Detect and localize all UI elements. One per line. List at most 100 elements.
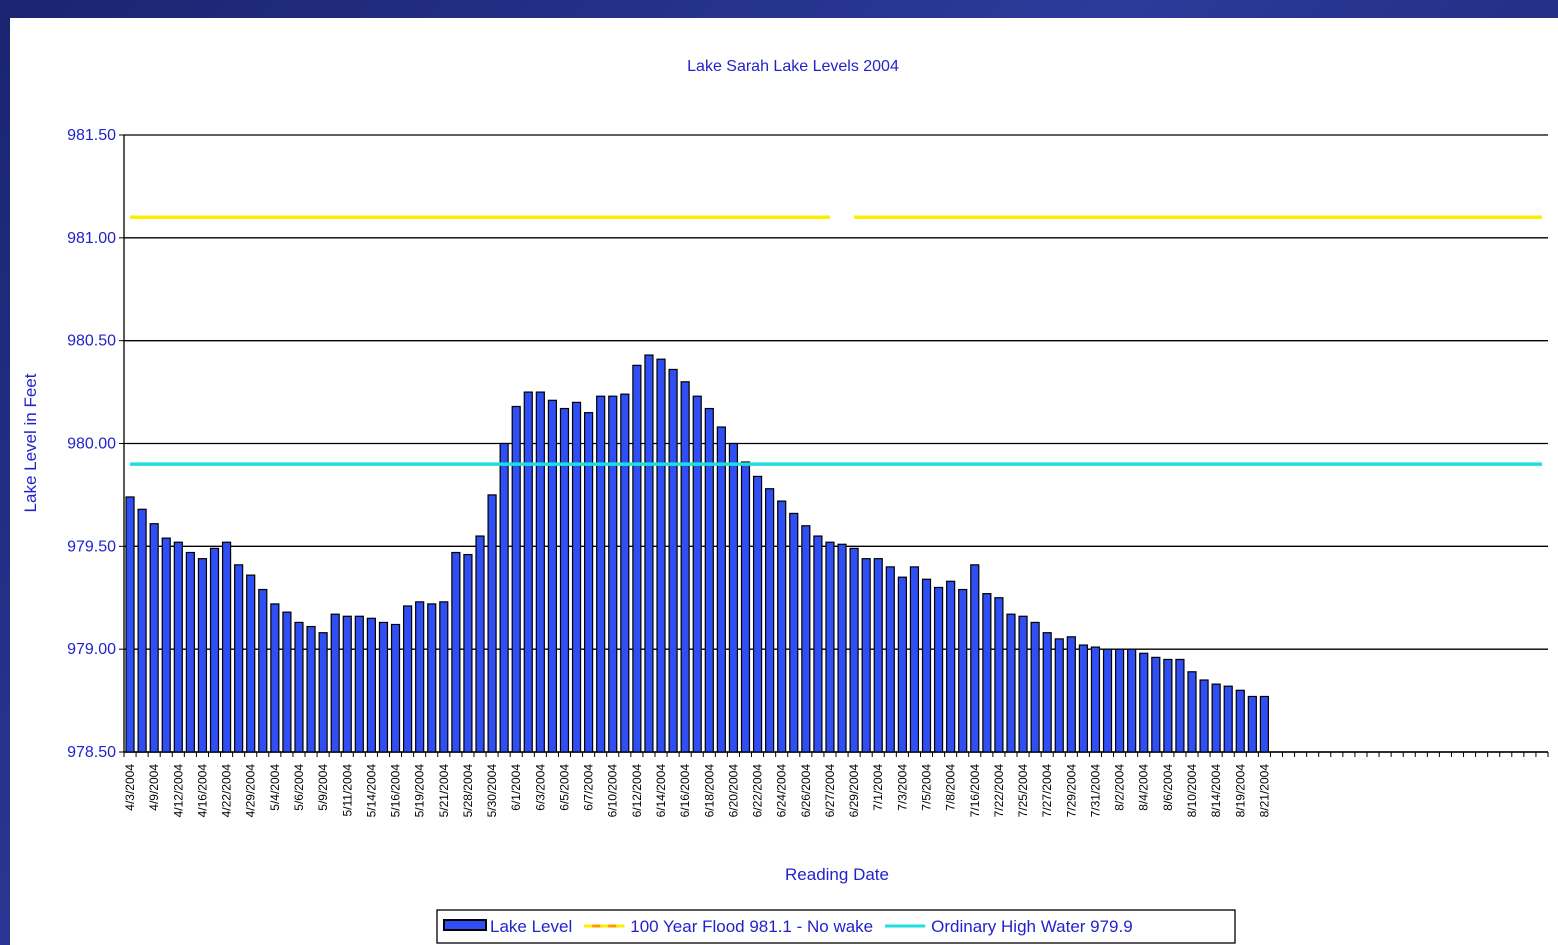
bar: [656, 358, 666, 753]
bar: [499, 442, 509, 753]
bar: [197, 558, 208, 753]
bar: [668, 368, 678, 753]
bar: [439, 601, 449, 753]
bar: [173, 541, 183, 753]
x-tick-label: 5/14/2004: [364, 764, 378, 818]
bar: [559, 407, 570, 753]
bar: [813, 535, 823, 753]
bar: [1042, 632, 1052, 753]
bar: [958, 588, 968, 753]
bar: [1006, 613, 1016, 753]
bar: [1199, 679, 1209, 753]
x-tick-label: 6/20/2004: [726, 764, 740, 818]
y-tick-label: 979.00: [67, 641, 116, 658]
bar: [1030, 621, 1040, 753]
bar: [946, 580, 956, 753]
bar: [246, 574, 256, 753]
bar: [1187, 671, 1197, 753]
x-tick-label: 5/30/2004: [485, 764, 499, 818]
bar: [185, 551, 195, 753]
x-tick-label: 4/22/2004: [220, 764, 234, 818]
x-tick-label: 6/5/2004: [557, 764, 571, 811]
y-tick-label: 980.50: [67, 333, 116, 350]
bar: [801, 525, 811, 753]
bar: [1151, 656, 1161, 753]
bar: [535, 391, 545, 753]
x-tick-label: 6/1/2004: [509, 764, 523, 811]
x-tick-label: 7/1/2004: [871, 764, 885, 811]
bar: [740, 461, 751, 753]
bar: [415, 601, 425, 753]
bar: [547, 399, 558, 753]
x-tick-label: 7/8/2004: [944, 764, 958, 811]
x-tick-label: 5/4/2004: [268, 764, 282, 811]
bar: [1054, 638, 1064, 753]
x-tick-label: 7/22/2004: [992, 764, 1006, 818]
x-tick-label: 6/26/2004: [799, 764, 813, 818]
bar: [873, 558, 883, 753]
bar: [390, 623, 401, 753]
bar: [571, 401, 582, 753]
legend: Lake Level 100 Year Flood 981.1 - No wake…: [436, 909, 1236, 944]
bar: [330, 613, 340, 753]
bar: [258, 588, 268, 753]
x-tick-label: 4/9/2004: [147, 764, 161, 811]
x-tick-label: 7/27/2004: [1040, 764, 1054, 818]
x-tick-label: 8/6/2004: [1161, 764, 1175, 811]
x-tick-label: 4/12/2004: [171, 764, 185, 818]
bar: [463, 553, 473, 753]
x-tick-label: 8/19/2004: [1233, 764, 1247, 818]
bar: [1211, 683, 1221, 753]
x-tick-label: 6/14/2004: [654, 764, 668, 818]
x-tick-label: 8/4/2004: [1137, 764, 1151, 811]
x-tick-label: 6/7/2004: [582, 764, 596, 811]
y-tick-label: 981.50: [67, 127, 116, 144]
y-tick-label: 979.50: [67, 538, 116, 555]
bar: [1102, 648, 1113, 753]
legend-label: 100 Year Flood 981.1 - No wake: [630, 917, 873, 936]
bar: [1235, 689, 1245, 753]
bar: [596, 395, 606, 753]
y-axis-title: Lake Level in Feet: [21, 373, 40, 512]
bar: [632, 364, 642, 753]
bar: [511, 405, 521, 753]
bar: [885, 566, 895, 753]
bar: [861, 558, 871, 753]
x-tick-label: 4/3/2004: [123, 764, 137, 811]
bar: [1247, 695, 1257, 753]
bar: [234, 564, 244, 753]
legend-swatch: [443, 919, 487, 931]
x-tick-label: 5/6/2004: [292, 764, 306, 811]
bar: [982, 593, 992, 753]
bar: [149, 523, 159, 753]
x-tick-label: 4/29/2004: [244, 764, 258, 818]
x-tick-label: 6/18/2004: [702, 764, 716, 818]
bar: [1127, 648, 1137, 753]
bar: [716, 426, 726, 753]
bar: [306, 625, 316, 753]
bar: [1066, 636, 1076, 753]
bar: [209, 547, 220, 753]
bar: [125, 496, 135, 753]
bar: [584, 412, 594, 753]
bar: [451, 551, 461, 753]
bar: [161, 537, 171, 753]
bar: [897, 576, 907, 753]
legend-label: Ordinary High Water 979.9: [931, 917, 1133, 936]
x-tick-label: 8/2/2004: [1113, 764, 1127, 811]
x-tick-label: 6/29/2004: [847, 764, 861, 818]
bar: [342, 615, 352, 753]
x-tick-label: 7/31/2004: [1088, 764, 1102, 818]
x-tick-label: 8/10/2004: [1185, 764, 1199, 818]
bar: [137, 508, 147, 753]
bar: [1139, 652, 1149, 753]
bar: [837, 543, 847, 753]
bar: [1175, 658, 1185, 753]
x-tick-label: 5/11/2004: [340, 764, 354, 817]
x-tick-label: 7/3/2004: [895, 764, 909, 811]
x-tick-label: 4/16/2004: [195, 764, 209, 818]
legend-label: Lake Level: [490, 917, 572, 936]
x-tick-label: 7/29/2004: [1064, 764, 1078, 818]
bar: [608, 395, 618, 753]
bar: [1259, 695, 1270, 753]
